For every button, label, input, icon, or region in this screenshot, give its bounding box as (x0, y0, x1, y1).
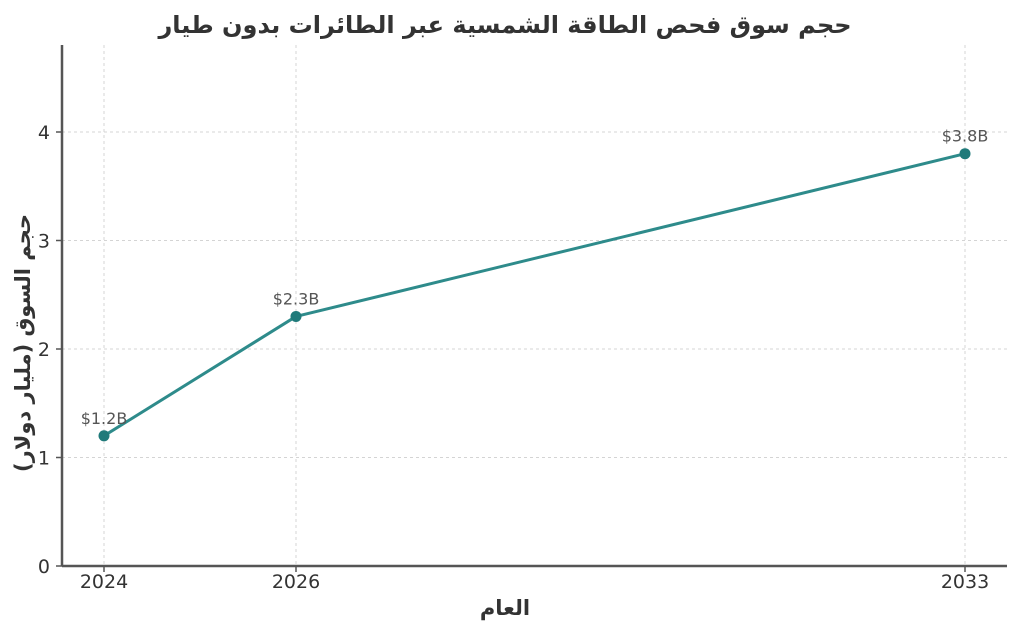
grid (62, 45, 1007, 566)
x-tick-label: 2033 (941, 571, 989, 593)
data-point (959, 148, 971, 160)
series-line (103, 152, 966, 438)
data-point (98, 430, 110, 442)
data-label: $1.2B (81, 409, 128, 428)
data-label: $3.8B (942, 127, 989, 146)
y-tick-label: 4 (38, 122, 50, 144)
y-tick-label: 0 (38, 556, 50, 578)
data-label: $2.3B (273, 289, 320, 308)
data-point (290, 310, 302, 322)
x-tick-label: 2026 (272, 571, 320, 593)
axes (60, 45, 1007, 568)
ticks: 0 1 2 3 4 2024 2026 2033 (38, 122, 989, 593)
y-tick-label: 3 (38, 231, 50, 253)
y-axis-label: حجم السوق (مليار دولار) (11, 214, 35, 472)
y-tick-label: 1 (38, 448, 50, 470)
chart-title: حجم سوق فحص الطاقة الشمسية عبر الطائرات … (157, 11, 851, 39)
x-axis-label: العام (480, 596, 530, 620)
x-tick-label: 2024 (80, 571, 128, 593)
y-tick-label: 2 (38, 339, 50, 361)
series: $1.2B $2.3B $3.8B (81, 127, 989, 442)
